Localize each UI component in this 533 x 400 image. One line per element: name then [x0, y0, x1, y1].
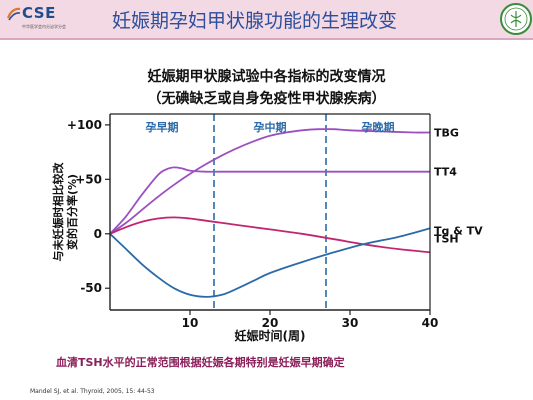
header-divider: [0, 38, 533, 40]
trimester-label: 孕早期: [146, 120, 179, 134]
society-emblem-icon: [500, 3, 532, 35]
trimester-label: 孕晚期: [362, 120, 395, 134]
series-label: TT4: [434, 166, 457, 179]
x-axis-title: 妊娠时间(周): [235, 328, 306, 343]
logo-subtext: 中华医学会内分泌学分会: [22, 24, 66, 29]
x-tick-label: 30: [342, 316, 359, 330]
logo-swoosh-icon: [6, 7, 21, 21]
y-tick-label: +50: [75, 172, 102, 186]
chart-subtitle: （无碘缺乏或自身免疫性甲状腺疾病）: [147, 91, 386, 107]
cse-logo: CSE 中华医学会内分泌学分会: [6, 4, 98, 34]
logo-text: CSE: [22, 4, 56, 22]
series-line-tg-tv: [109, 227, 431, 298]
series-label: Tg & TV: [434, 224, 483, 237]
chart-title: 妊娠期甲状腺试验中各指标的改变情况: [147, 69, 386, 85]
series-line-tbg: [109, 128, 431, 235]
trimester-band: [110, 114, 430, 138]
trimester-label: 孕中期: [254, 120, 287, 134]
x-tick-label: 40: [422, 316, 439, 330]
x-tick-label: 20: [262, 316, 279, 330]
y-tick-label: 0: [94, 227, 102, 241]
slide-title: 妊娠期孕妇甲状腺功能的生理改变: [112, 10, 398, 32]
y-tick-label: -50: [80, 281, 102, 295]
y-axis-title-line: 变的百分率(%): [65, 174, 79, 250]
slide-header: [0, 0, 533, 38]
x-tick-label: 10: [182, 316, 199, 330]
y-axis-title-line: 与未妊娠时相比较改: [51, 162, 65, 262]
series-line-tsh: [109, 216, 431, 254]
series-label: TSH: [434, 232, 459, 245]
reference-citation: Mandel SJ, et al. Thyroid, 2005, 15: 44-…: [30, 388, 155, 395]
y-tick-label: +100: [67, 118, 102, 132]
series-line-tt4: [109, 166, 430, 235]
footnote: 血清TSH水平的正常范围根据妊娠各期特别是妊娠早期确定: [56, 356, 345, 369]
y-axis-title: 与未妊娠时相比较改变的百分率(%): [51, 162, 79, 262]
series-label: TBG: [434, 127, 459, 140]
